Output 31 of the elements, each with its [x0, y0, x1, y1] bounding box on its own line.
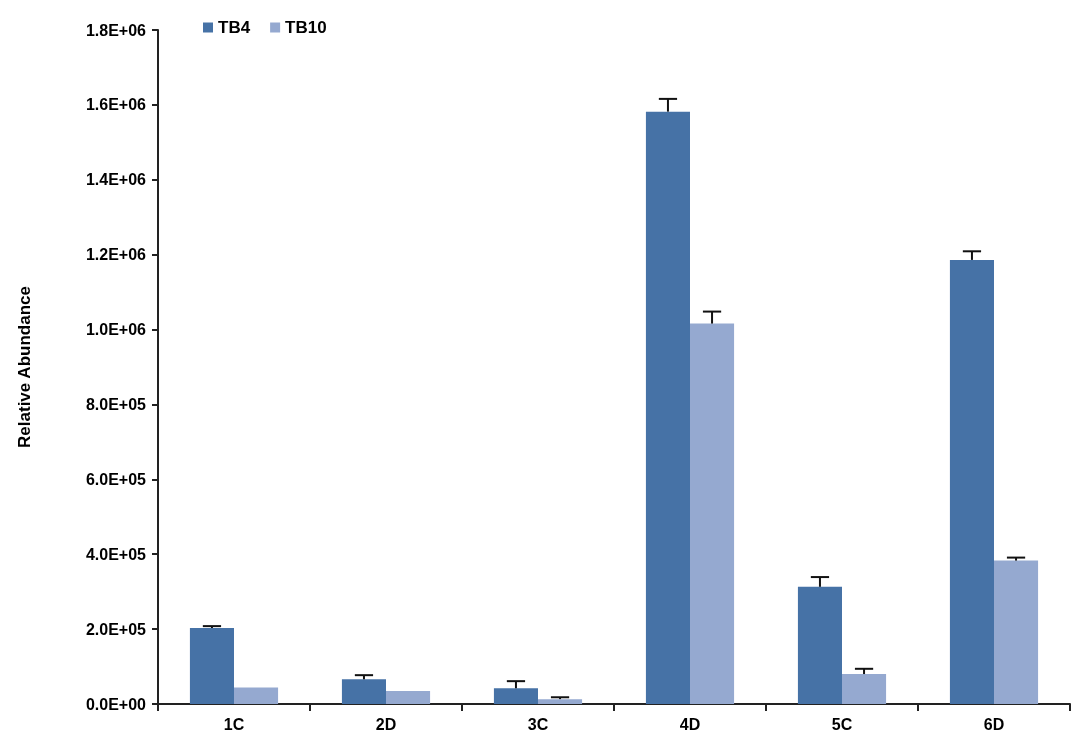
bar	[538, 699, 583, 704]
y-tick-label: 0.0E+00	[85, 695, 147, 713]
x-tick-label: 1C	[223, 715, 245, 733]
y-tick-label: 8.0E+05	[85, 395, 147, 413]
x-tick-label: 5C	[831, 715, 853, 733]
y-tick-label: 6.0E+05	[85, 470, 147, 488]
bar	[386, 690, 431, 704]
legend-label: TB4	[218, 18, 251, 37]
bar	[690, 323, 735, 704]
y-tick-label: 1.2E+06	[85, 246, 147, 264]
legend-label: TB10	[285, 18, 327, 37]
y-axis-title: Relative Abundance	[15, 286, 34, 448]
y-tick-label: 1.4E+06	[85, 171, 147, 189]
bar	[189, 627, 234, 704]
bar	[797, 586, 842, 704]
y-tick-label: 2.0E+05	[85, 620, 147, 638]
bar	[949, 259, 994, 704]
bar	[994, 560, 1039, 704]
y-tick-label: 1.8E+06	[85, 21, 147, 39]
bar	[341, 679, 386, 704]
x-tick-label: 6D	[983, 715, 1005, 733]
x-tick-label: 3C	[527, 715, 549, 733]
bar	[493, 688, 538, 704]
y-tick-label: 1.6E+06	[85, 96, 147, 114]
y-tick-label: 4.0E+05	[85, 545, 147, 563]
bar	[645, 111, 690, 704]
x-tick-label: 4D	[679, 715, 701, 733]
bar	[234, 687, 279, 704]
y-tick-label: 1.0E+06	[85, 321, 147, 339]
bar	[842, 674, 887, 704]
x-tick-label: 2D	[375, 715, 397, 733]
